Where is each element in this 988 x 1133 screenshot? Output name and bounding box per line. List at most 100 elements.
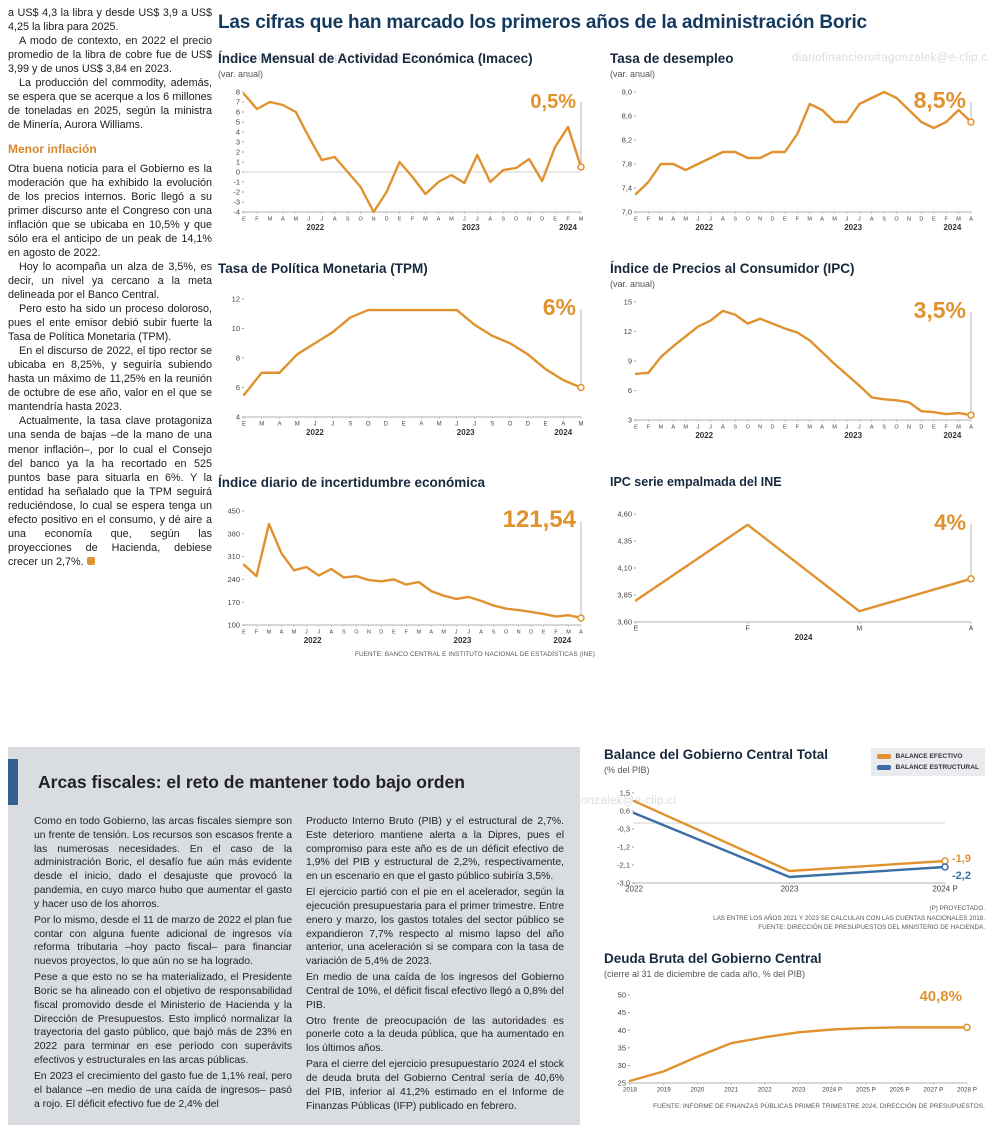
legend-item-efectivo: BALANCE EFECTIVO [877, 751, 979, 762]
paragraph: Pese a que esto no se ha materializado, … [34, 972, 292, 1067]
svg-text:-2,2: -2,2 [952, 870, 971, 882]
ipc-plot: 15 12 9 6 3 E F M A M J J A S O N D E F M A M J J A S O N D E F M A 2022 2… [610, 294, 985, 444]
chart-subtitle: (var. anual) [610, 68, 656, 79]
svg-text:3,5%: 3,5% [914, 297, 966, 323]
svg-text:F: F [796, 216, 800, 222]
svg-text:J: J [320, 216, 323, 222]
svg-text:F: F [405, 629, 409, 635]
svg-text:S: S [342, 629, 346, 635]
svg-text:N: N [372, 216, 376, 222]
paragraph-text: Actualmente, la tasa clave protagoniza u… [8, 415, 212, 568]
svg-text:J: J [318, 629, 321, 635]
svg-text:40,8%: 40,8% [919, 988, 962, 1005]
svg-text:0,6: 0,6 [620, 806, 630, 815]
svg-text:2020: 2020 [690, 1086, 705, 1093]
svg-text:5: 5 [236, 117, 240, 126]
svg-text:4,10: 4,10 [617, 563, 632, 572]
svg-text:2024: 2024 [553, 636, 571, 645]
svg-text:E: E [542, 629, 546, 635]
svg-text:3,85: 3,85 [617, 590, 632, 599]
svg-text:-0,3: -0,3 [617, 824, 630, 833]
paragraph: Como en todo Gobierno, las arcas fiscale… [34, 816, 292, 910]
page-title: Las cifras que han marcado los primeros … [218, 12, 867, 33]
chart-block-ipc-empalmada: IPC serie empalmada del INE 4,60 4,35 4,10… [610, 475, 985, 646]
svg-text:2022: 2022 [625, 884, 643, 893]
chart-title: Índice Mensual de Actividad Económica (I… [218, 51, 533, 66]
svg-text:2023: 2023 [457, 428, 475, 437]
chart-block-tpm: Tasa de Política Monetaria (TPM) 12 10 8 6 4… [218, 261, 595, 441]
svg-text:M: M [449, 216, 454, 222]
svg-text:M: M [294, 216, 299, 222]
legend-label: BALANCE EFECTIVO [895, 753, 963, 760]
svg-text:O: O [894, 216, 899, 222]
svg-text:4,35: 4,35 [617, 536, 632, 545]
svg-text:A: A [671, 216, 675, 222]
svg-text:F: F [796, 424, 800, 430]
svg-text:A: A [969, 424, 973, 430]
svg-text:S: S [490, 421, 494, 427]
svg-text:4,60: 4,60 [617, 509, 632, 518]
note: LAS ENTRE LOS AÑOS 2021 Y 2023 SE CALCUL… [713, 914, 985, 922]
svg-text:2024: 2024 [943, 431, 961, 440]
svg-text:M: M [295, 421, 300, 427]
incertidumbre-plot: 450 380 310 240 170 100 E F M A M J J A S O N D E F M A M J J A S O… [218, 503, 595, 649]
svg-text:A: A [281, 216, 285, 222]
svg-text:M: M [683, 216, 688, 222]
svg-text:S: S [346, 216, 350, 222]
svg-text:4%: 4% [934, 510, 966, 535]
section-heading-menor-inflacion: Menor inflación [8, 142, 97, 157]
svg-text:2023: 2023 [844, 431, 862, 440]
paragraph: Por lo mismo, desde el 11 de marzo de 20… [34, 914, 292, 968]
svg-text:450: 450 [227, 506, 240, 515]
left-article-column: a US$ 4,3 la libra y desde US$ 3,9 a US$… [8, 6, 212, 569]
svg-text:A: A [333, 216, 337, 222]
svg-text:S: S [492, 629, 496, 635]
svg-text:2023: 2023 [781, 884, 799, 893]
note: FUENTE: DIRECCIÓN DE PRESUPUESTOS DEL MI… [758, 924, 985, 932]
svg-text:J: J [709, 216, 712, 222]
svg-text:J: J [455, 629, 458, 635]
balance-plot: 1,5 0,6 -0,3 -1,2 -2,1 -3,0 2022 2023 2024 P -1,9… [604, 783, 985, 901]
svg-text:M: M [807, 216, 812, 222]
svg-text:1: 1 [236, 157, 240, 166]
svg-text:40: 40 [618, 1026, 626, 1035]
svg-text:J: J [473, 421, 476, 427]
svg-text:3: 3 [628, 415, 632, 424]
fiscal-title: Arcas fiscales: el reto de mantener todo… [38, 771, 465, 792]
svg-text:D: D [526, 421, 531, 427]
svg-text:E: E [783, 424, 787, 430]
svg-text:D: D [770, 216, 774, 222]
svg-text:A: A [561, 421, 565, 427]
svg-text:-3: -3 [233, 197, 240, 206]
svg-text:2024: 2024 [795, 633, 813, 642]
svg-text:E: E [634, 625, 639, 632]
svg-text:8,2: 8,2 [622, 135, 632, 144]
svg-text:J: J [467, 629, 470, 635]
legend-swatch-estructural [877, 765, 892, 771]
chart-subtitle: (var. anual) [610, 278, 656, 289]
svg-text:2025 P: 2025 P [856, 1086, 876, 1093]
chart-title: IPC serie empalmada del INE [610, 475, 782, 489]
svg-text:M: M [832, 216, 837, 222]
svg-text:A: A [579, 629, 583, 635]
svg-text:M: M [416, 629, 421, 635]
svg-text:M: M [579, 216, 584, 222]
paragraph: Otra buena noticia para el Gobierno es l… [8, 162, 212, 260]
svg-text:E: E [402, 421, 406, 427]
fiscal-column-2: Producto Interno Bruto (PIB) y el estruc… [306, 815, 564, 1115]
svg-text:M: M [659, 216, 664, 222]
svg-text:6%: 6% [543, 294, 576, 320]
svg-text:F: F [746, 625, 750, 632]
legend-item-estructural: BALANCE ESTRUCTURAL [877, 762, 979, 773]
paragraph: Producto Interno Bruto (PIB) y el estruc… [306, 816, 564, 883]
svg-text:35: 35 [618, 1043, 626, 1052]
svg-text:1,5: 1,5 [620, 788, 630, 797]
svg-text:D: D [770, 424, 774, 430]
desempleo-plot: 9,0 8,6 8,2 7,8 7,4 7,0 E F M A M J J A S O N D E F M A M J J A S O… [610, 84, 985, 236]
svg-text:M: M [807, 424, 812, 430]
svg-text:E: E [242, 216, 246, 222]
svg-text:J: J [463, 216, 466, 222]
svg-text:M: M [683, 424, 688, 430]
svg-text:S: S [348, 421, 352, 427]
chart-source: FUENTE: BANCO CENTRAL E INSTITUTO NACION… [354, 650, 595, 658]
